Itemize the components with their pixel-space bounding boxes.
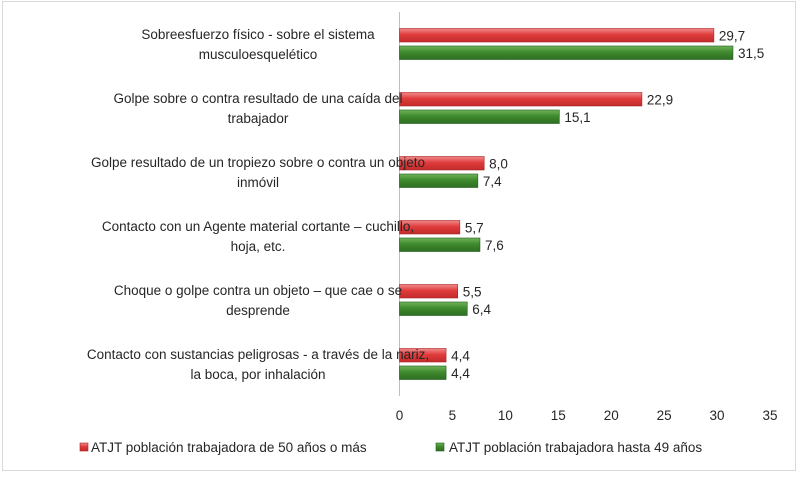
- x-tick-label: 20: [604, 408, 619, 423]
- legend: ATJT población trabajadora de 50 años o …: [80, 440, 702, 455]
- category-label: Golpe resultado de un tropiezo sobre o c…: [91, 155, 425, 170]
- category-label: Sobreesfuerzo físico - sobre el sistema: [141, 27, 375, 42]
- labels-layer: 29,7 31,5 Sobreesfuerzo físico - sobre el …: [87, 27, 764, 382]
- bar-series-2: [400, 46, 733, 60]
- bar-series-2: [400, 238, 480, 252]
- legend-label-series-1: ATJT población trabajadora de 50 años o …: [91, 440, 367, 455]
- data-label-series-2: 7,4: [483, 174, 502, 189]
- bar-series-1: [400, 93, 642, 107]
- data-label-series-1: 5,7: [465, 220, 484, 235]
- category-label: musculoesquelético: [199, 47, 318, 62]
- chart-frame: 0 5 10 15 20 25 30 35 29,7 31,5 Sobreesfuerzo fís…: [2, 1, 796, 471]
- data-label-series-2: 31,5: [738, 46, 764, 61]
- bar-series-2: [400, 366, 447, 380]
- bar-series-2: [400, 110, 560, 124]
- bar-series-2: [400, 174, 478, 188]
- x-tick-label: 30: [710, 408, 725, 423]
- category-label: desprende: [226, 303, 290, 318]
- category-label: inmóvil: [237, 175, 279, 190]
- data-label-series-2: 4,4: [451, 366, 470, 381]
- data-label-series-1: 5,5: [463, 284, 482, 299]
- data-label-series-1: 22,9: [647, 92, 673, 107]
- bars-layer: [400, 29, 733, 380]
- legend-label-series-2: ATJT población trabajadora hasta 49 años: [449, 440, 702, 455]
- x-tick-label: 10: [498, 408, 513, 423]
- bar-series-1: [400, 285, 458, 299]
- x-tick-label: 35: [762, 408, 777, 423]
- legend-swatch-series-1: [80, 443, 88, 451]
- legend-swatch-series-2: [436, 443, 444, 451]
- category-label: Contacto con un Agente material cortante…: [102, 219, 414, 234]
- x-tick-label: 0: [396, 408, 404, 423]
- x-tick-label: 25: [657, 408, 672, 423]
- bar-series-1: [400, 29, 714, 43]
- data-label-series-2: 15,1: [564, 110, 590, 125]
- category-label: hoja, etc.: [231, 239, 286, 254]
- data-label-series-1: 8,0: [489, 156, 508, 171]
- x-tick-label: 15: [551, 408, 566, 423]
- data-label-series-1: 4,4: [451, 348, 470, 363]
- bar-chart: 0 5 10 15 20 25 30 35 29,7 31,5 Sobreesfuerzo fís…: [3, 2, 797, 472]
- data-label-series-1: 29,7: [719, 28, 745, 43]
- category-label: trabajador: [228, 111, 289, 126]
- category-label: Choque o golpe contra un objeto – que ca…: [114, 283, 402, 298]
- bar-series-2: [400, 302, 468, 316]
- x-tick-label: 5: [449, 408, 457, 423]
- category-label: Golpe sobre o contra resultado de una ca…: [114, 91, 403, 106]
- category-label: Contacto con sustancias peligrosas - a t…: [87, 347, 429, 362]
- data-label-series-2: 6,4: [472, 302, 491, 317]
- category-label: la boca, por inhalación: [190, 367, 325, 382]
- data-label-series-2: 7,6: [485, 238, 504, 253]
